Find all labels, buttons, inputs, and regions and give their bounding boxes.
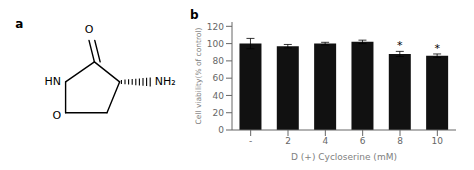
html-text:b: b [190,8,199,22]
svg-text:100: 100 [207,39,224,49]
svg-text:NH₂: NH₂ [155,75,176,88]
svg-text:60: 60 [213,73,225,83]
svg-text:2: 2 [285,136,291,146]
svg-text:8: 8 [397,136,403,146]
svg-text:120: 120 [207,22,224,32]
svg-text:-: - [249,136,252,146]
svg-text:Cell viability(% of control): Cell viability(% of control) [194,27,203,124]
svg-text:0: 0 [218,125,224,135]
svg-text:HN: HN [45,75,62,88]
svg-text:6: 6 [360,136,366,146]
svg-text:4: 4 [322,136,328,146]
svg-text:*: * [397,39,403,52]
svg-text:20: 20 [213,108,225,118]
svg-text:*: * [434,42,440,55]
svg-text:80: 80 [213,56,225,66]
svg-text:a: a [15,17,23,31]
svg-text:O: O [52,109,61,122]
svg-text:10: 10 [432,136,444,146]
svg-text:O: O [85,23,94,36]
svg-text:40: 40 [213,91,225,101]
svg-text:D (+) Cycloserine (mM): D (+) Cycloserine (mM) [291,152,397,162]
